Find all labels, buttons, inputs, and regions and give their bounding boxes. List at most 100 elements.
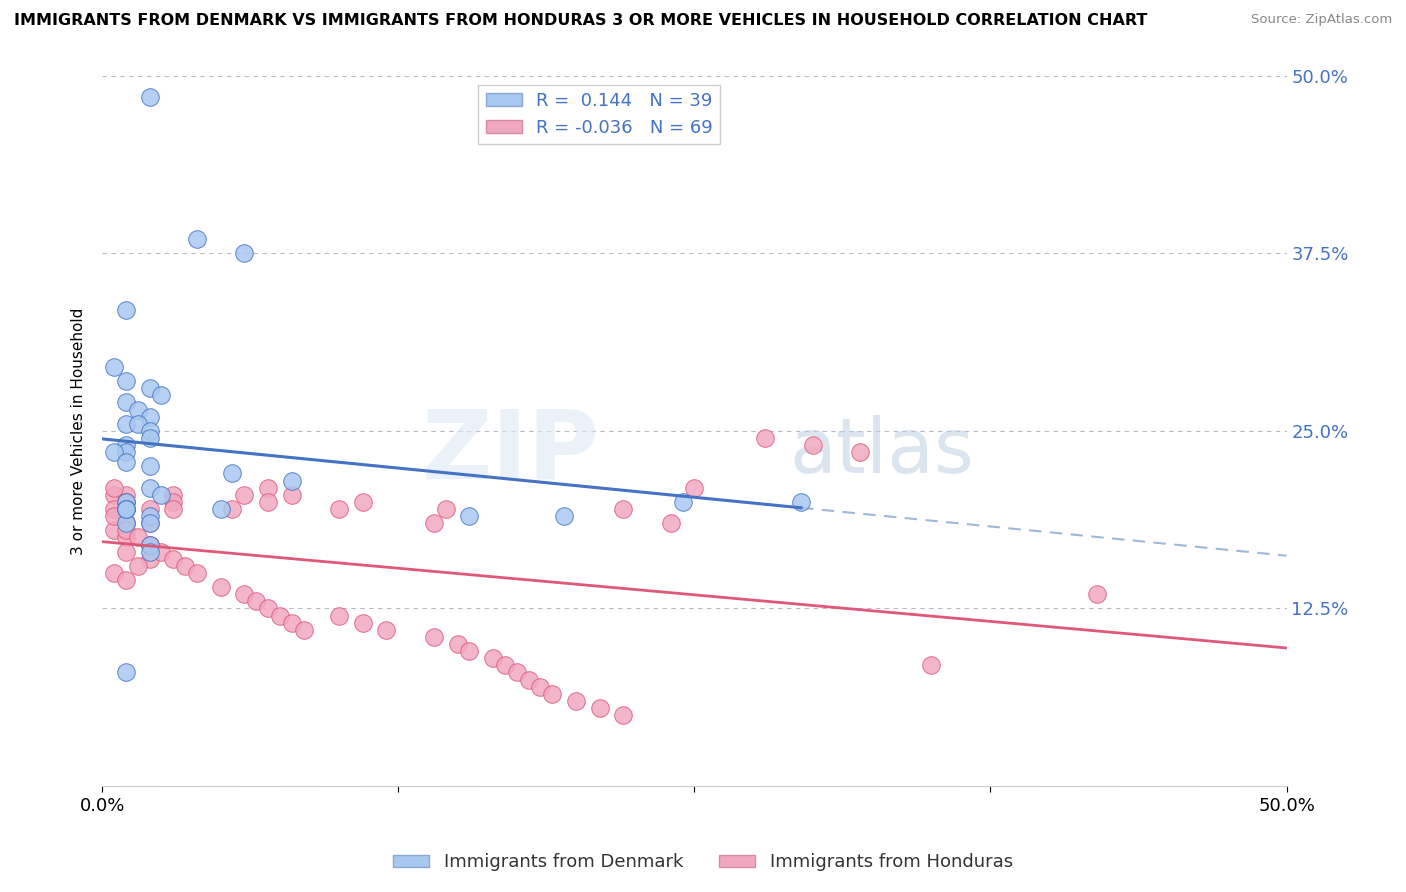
Point	[162, 551, 184, 566]
Point	[115, 524, 138, 538]
Point	[280, 615, 302, 630]
Text: IMMIGRANTS FROM DENMARK VS IMMIGRANTS FROM HONDURAS 3 OR MORE VEHICLES IN HOUSEH: IMMIGRANTS FROM DENMARK VS IMMIGRANTS FR…	[14, 13, 1147, 29]
Point	[269, 608, 291, 623]
Point	[506, 665, 529, 680]
Point	[127, 417, 149, 431]
Point	[352, 615, 374, 630]
Point	[541, 687, 564, 701]
Point	[1085, 587, 1108, 601]
Point	[103, 509, 125, 524]
Point	[328, 502, 350, 516]
Point	[115, 374, 138, 388]
Point	[150, 388, 173, 402]
Point	[103, 359, 125, 374]
Point	[186, 232, 208, 246]
Point	[209, 580, 232, 594]
Point	[138, 544, 160, 558]
Point	[103, 524, 125, 538]
Text: ZIP: ZIP	[422, 406, 599, 499]
Point	[103, 566, 125, 580]
Point	[565, 694, 588, 708]
Point	[115, 544, 138, 558]
Point	[612, 708, 634, 723]
Point	[671, 495, 693, 509]
Point	[138, 90, 160, 104]
Legend: Immigrants from Denmark, Immigrants from Honduras: Immigrants from Denmark, Immigrants from…	[385, 847, 1021, 879]
Point	[150, 488, 173, 502]
Point	[659, 516, 682, 531]
Point	[138, 424, 160, 438]
Point	[482, 651, 505, 665]
Text: Source: ZipAtlas.com: Source: ZipAtlas.com	[1251, 13, 1392, 27]
Point	[127, 402, 149, 417]
Point	[494, 658, 516, 673]
Point	[423, 516, 446, 531]
Point	[162, 495, 184, 509]
Point	[245, 594, 267, 608]
Point	[209, 502, 232, 516]
Point	[138, 516, 160, 531]
Point	[138, 381, 160, 395]
Point	[162, 502, 184, 516]
Point	[138, 502, 160, 516]
Point	[138, 537, 160, 551]
Point	[138, 481, 160, 495]
Point	[115, 445, 138, 459]
Point	[115, 573, 138, 587]
Point	[801, 438, 824, 452]
Point	[103, 488, 125, 502]
Point	[849, 445, 872, 459]
Point	[221, 467, 243, 481]
Point	[115, 395, 138, 409]
Point	[138, 537, 160, 551]
Point	[612, 502, 634, 516]
Point	[233, 488, 256, 502]
Point	[352, 495, 374, 509]
Point	[754, 431, 776, 445]
Point	[790, 495, 813, 509]
Point	[292, 623, 315, 637]
Point	[138, 459, 160, 474]
Point	[138, 551, 160, 566]
Point	[138, 537, 160, 551]
Point	[103, 481, 125, 495]
Point	[458, 644, 481, 658]
Point	[233, 587, 256, 601]
Point	[115, 665, 138, 680]
Point	[138, 509, 160, 524]
Point	[115, 455, 138, 469]
Point	[280, 474, 302, 488]
Point	[375, 623, 398, 637]
Point	[162, 488, 184, 502]
Point	[529, 680, 551, 694]
Point	[328, 608, 350, 623]
Point	[115, 488, 138, 502]
Point	[115, 495, 138, 509]
Point	[434, 502, 457, 516]
Point	[115, 502, 138, 516]
Point	[138, 516, 160, 531]
Legend: R =  0.144   N = 39, R = -0.036   N = 69: R = 0.144 N = 39, R = -0.036 N = 69	[478, 85, 720, 144]
Point	[233, 246, 256, 260]
Point	[115, 502, 138, 516]
Point	[138, 409, 160, 424]
Point	[103, 502, 125, 516]
Point	[115, 495, 138, 509]
Point	[280, 488, 302, 502]
Point	[138, 431, 160, 445]
Text: atlas: atlas	[789, 415, 974, 489]
Point	[115, 516, 138, 531]
Point	[553, 509, 575, 524]
Point	[127, 558, 149, 573]
Point	[683, 481, 706, 495]
Point	[115, 303, 138, 318]
Point	[115, 516, 138, 531]
Point	[458, 509, 481, 524]
Point	[423, 630, 446, 644]
Point	[115, 502, 138, 516]
Point	[127, 530, 149, 544]
Point	[257, 481, 280, 495]
Point	[150, 544, 173, 558]
Point	[221, 502, 243, 516]
Point	[257, 495, 280, 509]
